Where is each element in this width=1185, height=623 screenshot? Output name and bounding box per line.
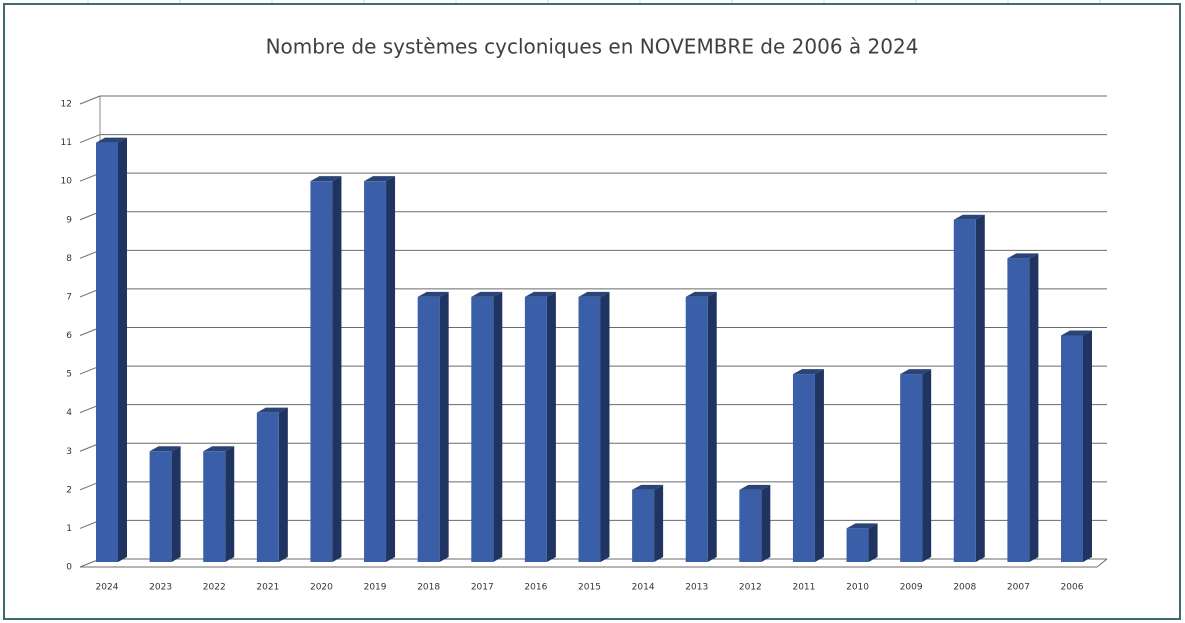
x-tick-label: 2020: [310, 583, 333, 593]
bar-top: [417, 291, 449, 297]
x-tick-label: 2017: [471, 583, 494, 593]
bar: [953, 219, 976, 562]
bar-side: [868, 523, 878, 562]
bar-top: [364, 176, 396, 182]
y-tick-label: 3: [66, 447, 72, 457]
bar: [846, 528, 869, 562]
x-tick-label: 2006: [1061, 583, 1084, 593]
bar-top: [310, 176, 342, 182]
bar-side: [975, 214, 985, 562]
y-tick-label: 0: [66, 563, 72, 573]
y-tick-label: 8: [66, 254, 72, 264]
bar: [471, 296, 494, 562]
x-tick-label: 2022: [203, 583, 226, 593]
bar-top: [792, 369, 824, 375]
x-tick-label: 2011: [792, 583, 815, 593]
bar: [1061, 335, 1083, 562]
bar: [96, 142, 118, 563]
bar: [792, 374, 815, 562]
x-tick-label: 2021: [256, 583, 279, 593]
chart-title: Nombre de systèmes cycloniques en NOVEMB…: [266, 35, 919, 59]
bar-top: [900, 369, 932, 375]
bar-side: [439, 291, 449, 562]
x-tick-label: 2016: [524, 583, 547, 593]
x-tick-label: 2008: [953, 583, 976, 593]
y-tick-label: 7: [66, 292, 72, 302]
y-tick-label: 12: [61, 100, 72, 110]
y-tick-label: 9: [66, 215, 72, 225]
bar-side: [1083, 330, 1092, 562]
bar-side: [761, 484, 771, 562]
bar-top: [524, 291, 556, 297]
bar: [739, 489, 762, 562]
bar-top: [149, 446, 181, 452]
grid-line: [79, 95, 1107, 105]
bar-side: [600, 291, 610, 562]
bar: [310, 181, 333, 562]
y-tick-label: 1: [66, 524, 72, 534]
y-tick-label: 4: [66, 408, 72, 418]
bar-side: [118, 137, 127, 563]
bar-top: [203, 446, 235, 452]
bar-side: [225, 446, 235, 562]
bar-top: [685, 291, 717, 297]
x-tick-label: 2013: [685, 583, 708, 593]
x-tick-label: 2014: [632, 583, 655, 593]
bar: [149, 451, 172, 562]
bar-side: [386, 176, 396, 562]
bar-side: [654, 484, 664, 562]
grid-line: [79, 134, 1107, 144]
bar-top: [1061, 330, 1092, 336]
x-tick-label: 2012: [739, 583, 762, 593]
x-tick-label: 2015: [578, 583, 601, 593]
bar-side: [707, 291, 717, 562]
bar-top: [739, 484, 771, 490]
y-tick-label: 2: [66, 485, 72, 495]
x-tick-label: 2019: [364, 583, 387, 593]
x-tick-label: 2007: [1007, 583, 1030, 593]
bar-side: [546, 291, 556, 562]
bar: [632, 489, 655, 562]
floor-edge: [80, 558, 1108, 568]
bar-side: [1029, 253, 1039, 563]
x-tick-label: 2023: [149, 583, 172, 593]
bar: [1007, 258, 1030, 562]
x-tick-label: 2010: [846, 583, 869, 593]
bar-side: [171, 446, 181, 562]
bar: [578, 296, 601, 562]
bar: [417, 296, 440, 562]
bar-top: [471, 291, 503, 297]
bar-top: [953, 214, 985, 220]
y-tick-label: 10: [61, 177, 73, 187]
x-tick-label: 2009: [900, 583, 923, 593]
bar-side: [332, 176, 342, 562]
bar-side: [814, 369, 824, 562]
bar: [364, 181, 387, 562]
bar-side: [278, 407, 288, 562]
y-tick-label: 11: [61, 138, 72, 148]
bar-top: [96, 137, 127, 143]
y-tick-label: 6: [66, 331, 72, 341]
bar-top: [578, 291, 610, 297]
x-tick-label: 2024: [96, 583, 119, 593]
bar: [685, 296, 708, 562]
bar-side: [493, 291, 503, 562]
bar: [203, 451, 226, 562]
bar: [900, 374, 923, 562]
bar-top: [846, 523, 878, 529]
bar: [256, 412, 279, 562]
x-tick-label: 2018: [417, 583, 440, 593]
bar-top: [1007, 253, 1039, 259]
bar: [524, 296, 547, 562]
y-tick-label: 5: [66, 370, 72, 380]
bar-side: [922, 369, 932, 562]
bar-top: [256, 407, 288, 413]
bar-top: [632, 484, 664, 490]
